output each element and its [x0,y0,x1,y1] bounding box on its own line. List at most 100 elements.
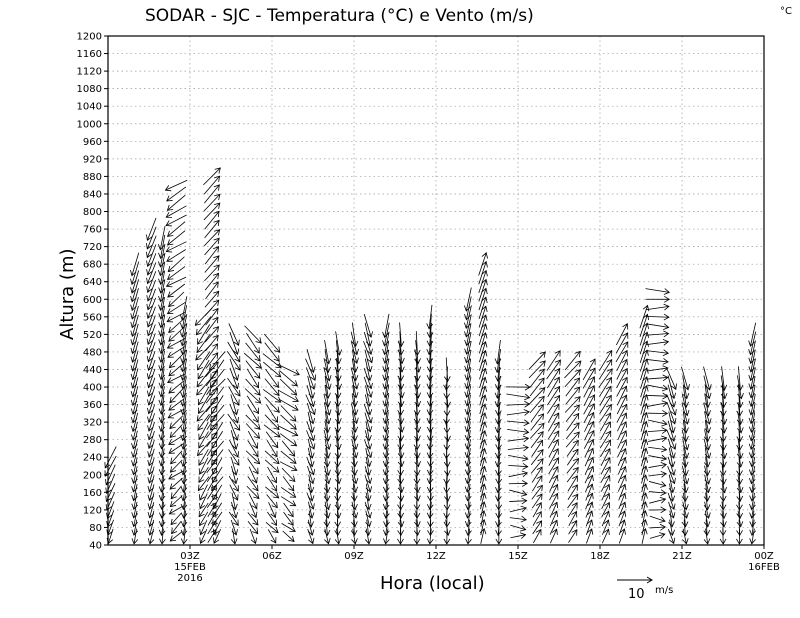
wind-vector-head [443,504,451,511]
wind-vector-shaft [204,273,219,291]
wind-vector-shaft [351,439,357,458]
wind-vector-head [642,331,649,338]
wind-profile [598,349,613,544]
wind-vector-shaft [245,423,260,439]
wind-vector-head [720,444,727,451]
wind-vector-shaft [583,376,595,398]
wind-vector-shaft [324,501,329,519]
wind-vector-shaft [212,466,223,483]
wind-vector-head [397,375,405,382]
wind-vector-shaft [415,483,419,501]
wind-vector-shaft [601,484,610,501]
wind-vector-head [382,469,390,476]
legend-unit: m/s [655,585,673,596]
wind-vector-head [180,348,187,356]
wind-vector-head [146,347,153,354]
wind-vector-shaft [415,456,418,476]
wind-vector-head [288,484,295,492]
wind-vector-head [426,469,434,476]
wind-vector-shaft [168,327,185,342]
wind-vector-head [494,366,502,374]
wind-vector-shaft [601,511,610,527]
wind-vector-shaft [721,366,725,391]
wind-vector-shaft [167,256,185,272]
wind-vector-shaft [649,515,666,522]
wind-vector-head [171,527,178,535]
wind-vector-head [495,409,502,417]
wind-vector-shaft [307,465,314,484]
wind-vector-shaft [618,484,626,501]
wind-vector-shaft [648,481,666,487]
wind-vector-head [147,503,155,510]
wind-vector-head [146,390,154,398]
wind-vector-shaft [182,474,187,493]
wind-vector-head [164,185,172,192]
wind-vector-shaft [721,510,725,527]
wind-vector-head [232,382,240,390]
wind-vector-shaft [268,502,276,518]
wind-vector-head [197,424,204,431]
wind-vector-head [147,529,155,536]
wind-vector-shaft [168,318,185,333]
wind-vector-shaft [262,353,282,369]
wind-vector-head [670,443,677,450]
wind-vector-shaft [648,464,667,468]
wind-vector-shaft [325,483,328,502]
wind-vector-head [413,478,421,485]
wind-vector-shaft [737,375,742,399]
wind-vector-head [587,510,594,517]
wind-vector-head [180,383,187,390]
wind-vector-shaft [682,501,688,519]
wind-vector-head [146,338,153,346]
wind-vector-shaft [532,502,542,518]
wind-vector-head [250,537,258,545]
wind-vector-head [537,430,544,438]
y-tick-label: 520 [83,330,102,341]
wind-vector-shaft [147,306,156,328]
wind-vector-head [426,409,434,416]
wind-vector-shaft [546,350,561,371]
wind-vector-head [105,479,112,486]
wind-vector-shaft [306,430,315,450]
wind-vector-shaft [583,430,595,449]
wind-vector-head [682,487,689,494]
wind-vector-head [587,519,594,526]
wind-vector-shaft [415,519,419,536]
wind-vector-head [234,364,241,371]
wind-vector-head [130,382,138,389]
wind-vector-head [481,269,488,277]
wind-vector-shaft [479,412,486,432]
wind-vector-shaft [398,340,403,364]
wind-vector-shaft [585,501,593,518]
wind-vector-head [537,449,544,456]
wind-vector-head [366,382,373,390]
wind-vector-head [642,367,649,374]
wind-vector-head [642,322,650,330]
wind-vector-head [495,504,503,511]
wind-vector-shaft [161,430,165,449]
wind-vector-head [364,495,372,502]
wind-vector-shaft [510,534,526,539]
wind-vector-shaft [529,396,545,414]
wind-vector-head [587,501,594,508]
scale-legend: 10 m/s [617,576,673,602]
wind-vector-shaft [229,403,239,424]
wind-vector-shaft [617,412,627,432]
wind-vector-head [622,332,629,339]
wind-vector-shaft [599,430,612,449]
wind-vector-shaft [132,368,139,389]
wind-vector-shaft [668,501,674,519]
wind-vector-shaft [616,350,628,372]
wind-vector-shaft [160,403,165,423]
wind-vector-shaft [648,446,667,451]
wind-vector-shaft [750,438,756,458]
wind-vector-head [464,348,471,355]
wind-vector-head [443,521,451,528]
wind-vector-shaft [132,448,138,467]
wind-vector-head [571,484,578,491]
wind-vector-head [165,220,172,227]
wind-vector-head [196,415,203,422]
wind-vector-head [180,469,188,476]
wind-vector-head [131,460,138,467]
